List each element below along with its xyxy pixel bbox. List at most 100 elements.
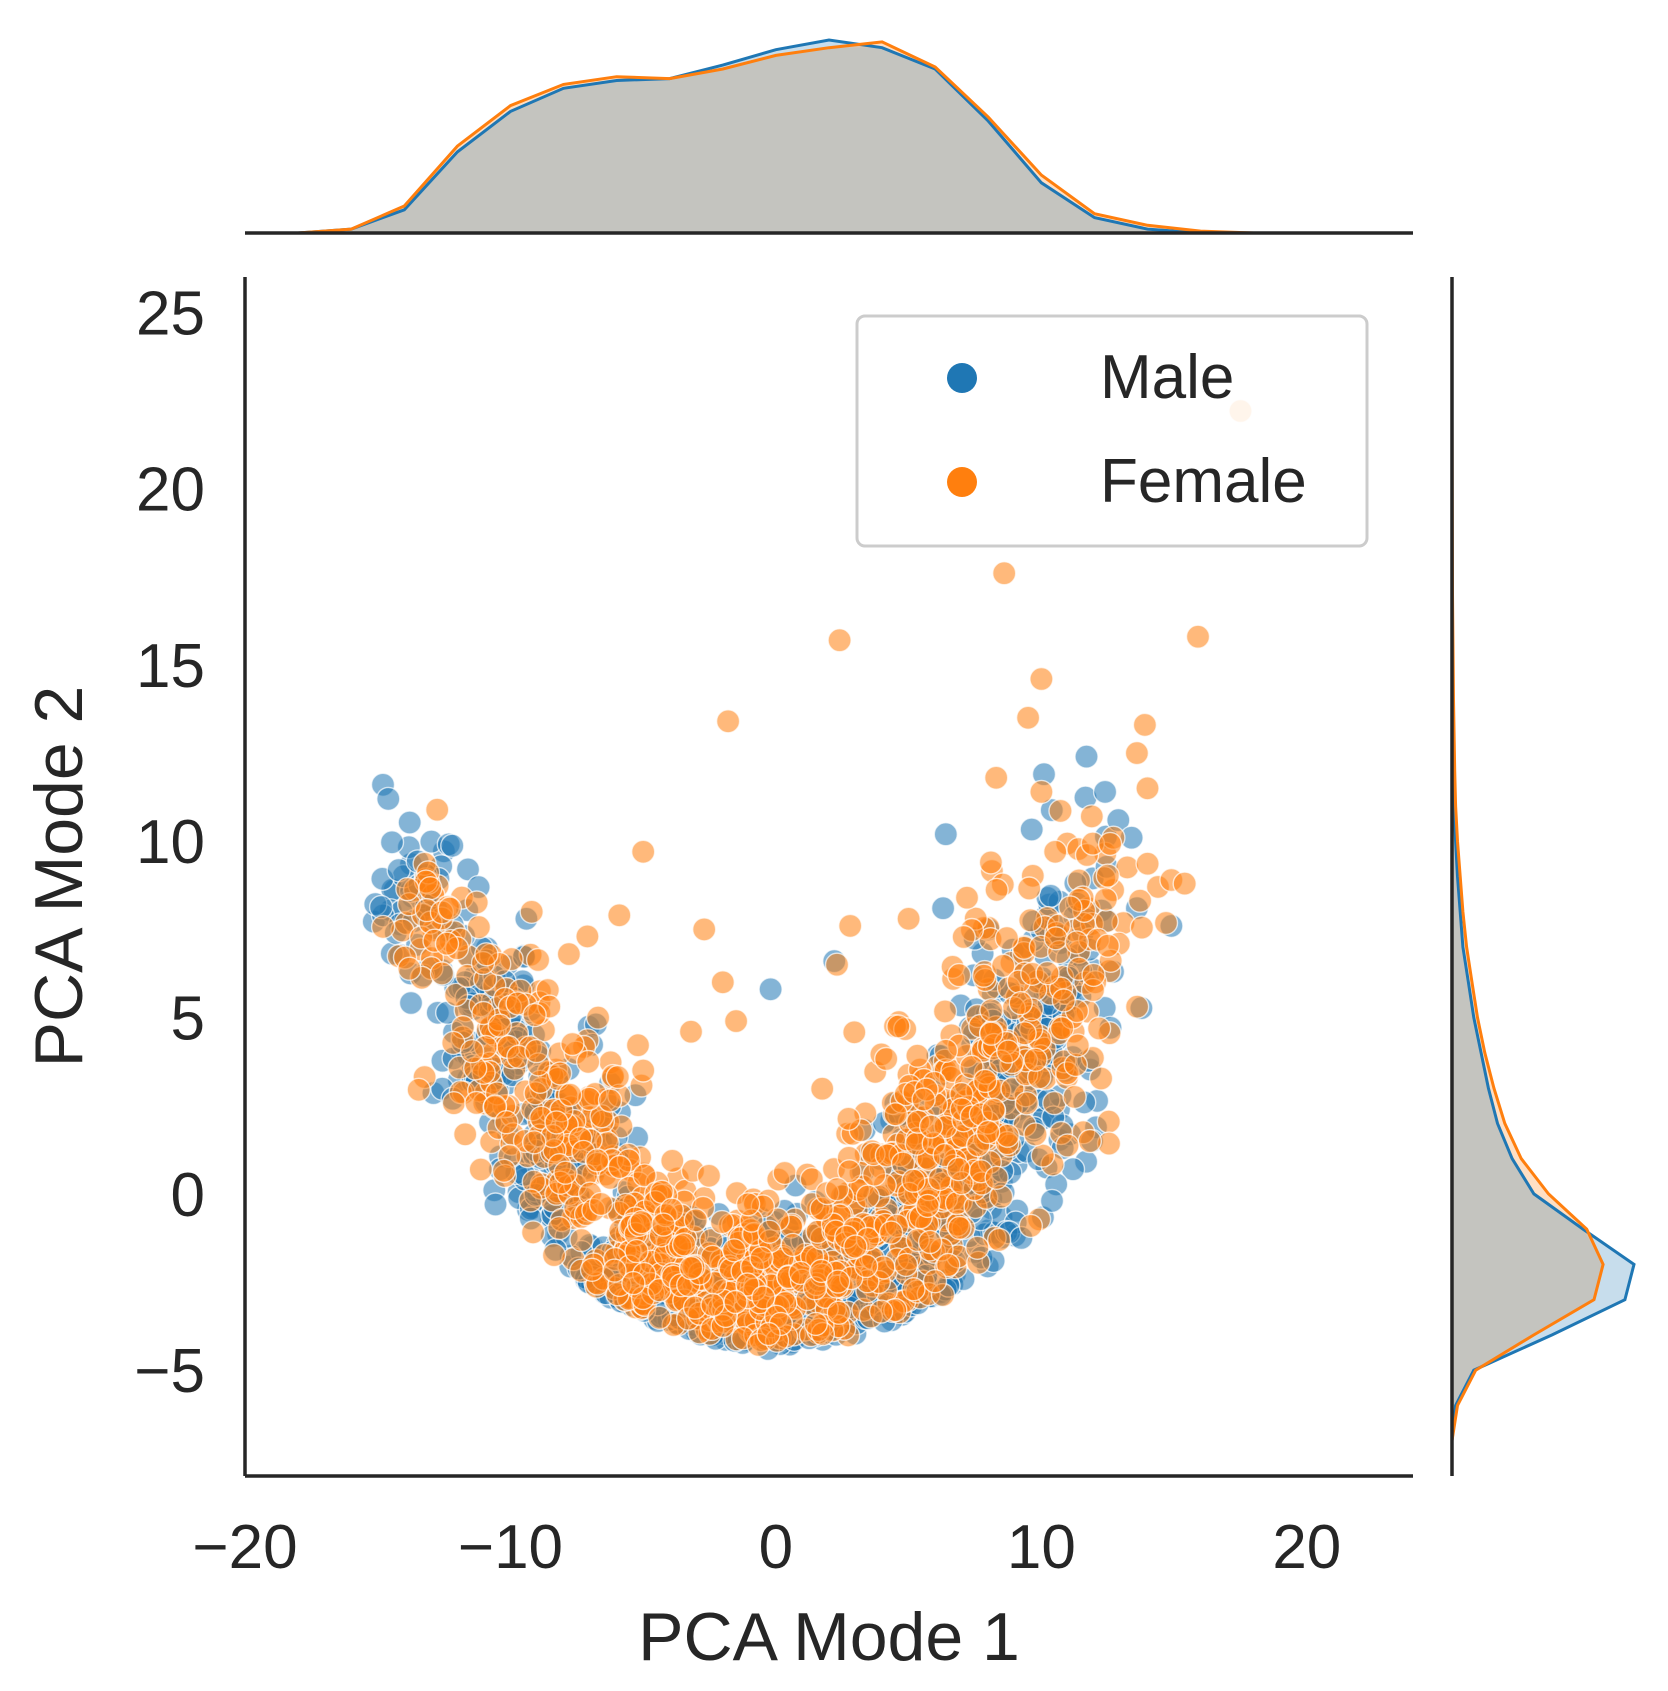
female-point <box>911 1087 936 1112</box>
female-point <box>1058 895 1083 920</box>
female-point <box>984 765 1009 790</box>
female-point <box>541 1242 567 1268</box>
right-kde-overlap <box>1452 418 1604 1477</box>
female-point <box>987 1227 1012 1253</box>
female-point <box>621 1270 646 1296</box>
female-point <box>1051 988 1076 1013</box>
female-point <box>946 962 972 988</box>
female-point <box>647 1305 672 1331</box>
y-tick-label: 25 <box>136 279 205 348</box>
male-point <box>1074 744 1099 769</box>
female-point <box>824 1176 850 1202</box>
female-point <box>1030 1143 1056 1168</box>
female-point <box>843 1234 868 1259</box>
male-point <box>1092 779 1118 805</box>
female-point <box>557 1082 583 1107</box>
male-point <box>758 977 783 1002</box>
female-point <box>1042 839 1068 864</box>
female-point <box>946 1156 971 1182</box>
female-point <box>826 1300 851 1325</box>
male-point <box>376 786 401 812</box>
female-point <box>1008 990 1033 1016</box>
legend: Male Female <box>855 314 1369 548</box>
female-point <box>466 914 492 940</box>
female-point <box>487 1013 512 1038</box>
female-point <box>709 1209 735 1235</box>
female-point <box>597 1088 623 1113</box>
female-point <box>721 1238 747 1263</box>
female-point <box>886 1014 911 1039</box>
female-point <box>632 1163 657 1188</box>
female-point <box>522 1130 547 1155</box>
female-point <box>1062 1084 1087 1110</box>
female-point <box>838 913 863 939</box>
female-point <box>756 1321 781 1347</box>
female-point <box>474 942 499 967</box>
female-point <box>1097 831 1123 857</box>
female-point <box>803 1311 828 1337</box>
y-tick-label: 0 <box>171 1161 205 1230</box>
female-point <box>1023 1047 1048 1072</box>
female-point <box>878 1220 904 1245</box>
female-point <box>547 1061 573 1086</box>
female-point <box>772 1160 797 1186</box>
female-point <box>1055 1133 1080 1158</box>
female-point <box>825 1269 851 1294</box>
x-axis-title: PCA Mode 1 <box>638 1599 1020 1675</box>
female-point <box>624 1238 649 1264</box>
y-tick-label: 20 <box>136 456 205 525</box>
female-point <box>453 1122 478 1147</box>
female-point <box>1095 933 1121 958</box>
female-point <box>607 1154 632 1180</box>
legend-marker-male <box>947 363 977 393</box>
female-point <box>678 1019 704 1044</box>
female-point <box>932 999 958 1024</box>
female-point <box>395 876 420 902</box>
female-point <box>868 1299 894 1324</box>
female-point <box>494 1109 519 1135</box>
female-point <box>896 906 921 931</box>
female-point <box>569 1227 594 1253</box>
female-point <box>696 1163 722 1189</box>
female-point <box>836 1106 861 1132</box>
female-point <box>978 1021 1004 1046</box>
top-kde-line-male <box>297 38 1254 235</box>
male-point <box>398 990 424 1016</box>
female-point <box>429 961 455 986</box>
female-point <box>443 982 469 1007</box>
female-point <box>901 1168 926 1193</box>
female-point <box>1064 930 1089 955</box>
female-point <box>1135 776 1160 801</box>
female-point <box>1093 887 1119 912</box>
female-point <box>842 1020 867 1045</box>
female-point <box>827 628 852 653</box>
legend-frame <box>855 314 1369 548</box>
female-point <box>893 1252 919 1278</box>
female-point <box>1124 740 1150 766</box>
female-point <box>556 941 582 967</box>
female-point <box>954 885 980 910</box>
female-point <box>651 1212 676 1237</box>
female-point <box>971 963 996 988</box>
female-point <box>951 924 976 950</box>
legend-label-female: Female <box>1100 447 1307 516</box>
female-point <box>406 1077 431 1103</box>
female-point <box>631 839 656 864</box>
female-point <box>683 1208 708 1233</box>
female-point <box>979 998 1004 1023</box>
y-axis-title: PCA Mode 2 <box>21 686 97 1068</box>
female-point <box>984 1165 1009 1191</box>
female-point <box>576 1049 601 1075</box>
female-point <box>917 1229 943 1255</box>
female-point <box>678 1255 704 1281</box>
female-point <box>1153 910 1179 936</box>
female-point <box>602 1258 627 1283</box>
female-point <box>1086 1016 1112 1041</box>
female-point <box>984 877 1009 903</box>
female-point <box>710 970 735 995</box>
female-point <box>520 1220 546 1245</box>
female-point <box>757 1219 782 1244</box>
female-point <box>700 1292 725 1318</box>
female-point <box>1014 1091 1040 1116</box>
